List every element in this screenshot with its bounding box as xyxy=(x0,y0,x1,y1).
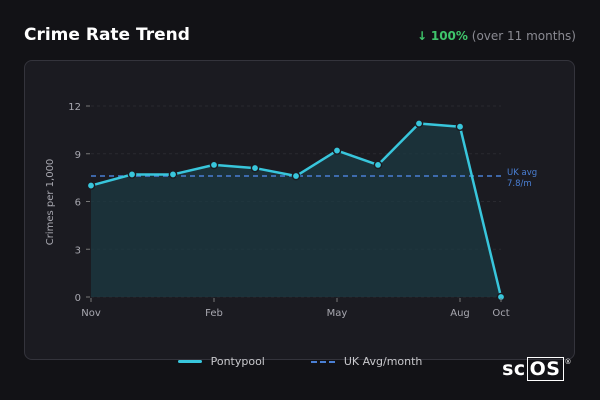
data-point xyxy=(414,119,424,128)
series-area xyxy=(91,123,501,297)
change-period: (over 11 months) xyxy=(471,29,576,43)
y-tick-label: 3 xyxy=(75,245,81,256)
down-arrow-icon: ↓ xyxy=(416,29,428,43)
x-tick-label: Feb xyxy=(205,308,223,319)
x-tick-label: Oct xyxy=(492,308,509,319)
legend-swatch-dashed xyxy=(310,360,335,363)
y-tick-label: 0 xyxy=(75,293,81,304)
data-point xyxy=(250,163,260,173)
data-point xyxy=(209,160,219,170)
data-point xyxy=(127,170,137,179)
change-percent: 100% xyxy=(430,29,468,43)
change-indicator: ↓ 100% (over 11 months) xyxy=(417,29,576,43)
chart-title: Crime Rate Trend xyxy=(24,25,190,45)
y-tick-label: 12 xyxy=(68,102,81,113)
chart-legend: Pontypool UK Avg/month xyxy=(0,355,600,368)
data-point xyxy=(291,171,301,181)
x-tick-label: Nov xyxy=(81,308,101,319)
data-point xyxy=(86,181,96,190)
y-tick-label: 9 xyxy=(75,150,81,161)
uk-avg-label: UK avg xyxy=(507,168,537,178)
data-point xyxy=(332,146,342,155)
uk-avg-value: 7.8/m xyxy=(507,179,532,189)
y-tick-label: 6 xyxy=(75,198,81,209)
data-point xyxy=(455,122,465,131)
x-tick-label: Aug xyxy=(450,308,470,319)
x-tick-label: May xyxy=(327,308,348,319)
scos-logo: sc OS ® xyxy=(502,357,572,381)
legend-swatch-solid xyxy=(177,360,202,363)
legend-item-uk-avg[interactable]: UK Avg/month xyxy=(310,355,423,368)
legend-label-uk-avg: UK Avg/month xyxy=(343,355,423,368)
data-point xyxy=(373,160,383,170)
y-axis-label: Crimes per 1,000 xyxy=(45,159,56,246)
data-point xyxy=(168,170,178,179)
legend-item-pontypool[interactable]: Pontypool xyxy=(177,355,265,368)
legend-label-pontypool: Pontypool xyxy=(210,355,265,368)
